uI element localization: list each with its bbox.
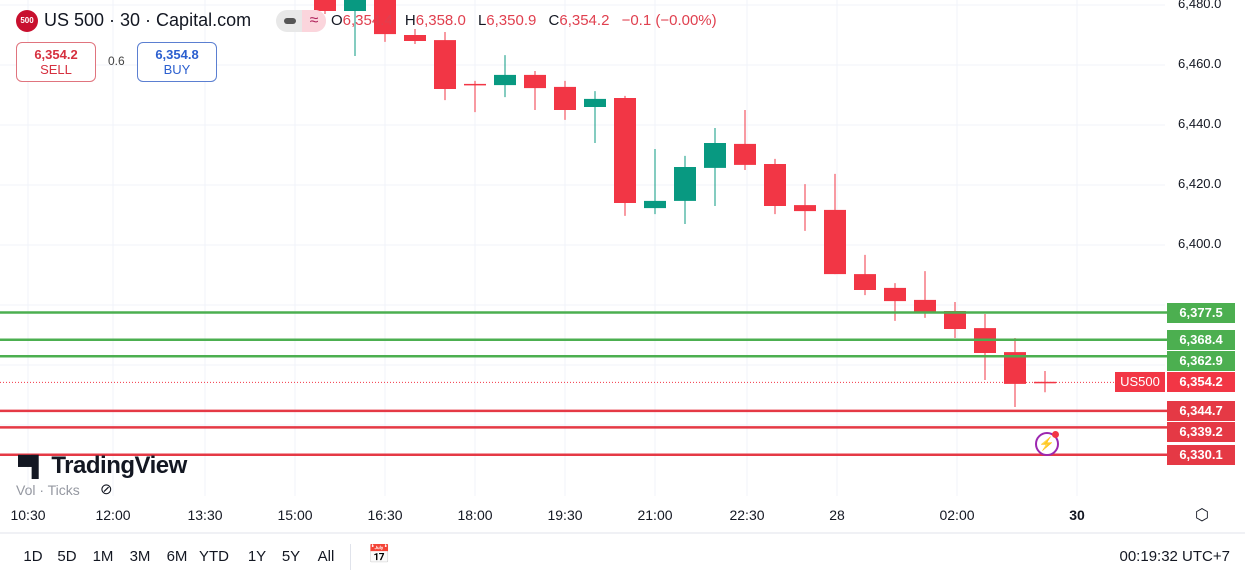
candle-body: [614, 98, 636, 203]
candle-body: [914, 299, 936, 312]
close-value: 6,354.2: [559, 12, 610, 29]
candle-body: [344, 0, 366, 11]
symbol-logo: 500: [16, 10, 38, 32]
price-axis-label: 6,460.0: [1178, 56, 1222, 71]
time-axis-label: 13:30: [187, 507, 223, 523]
ohlc-legend: O6,354.4 H6,358.0 L6,350.9 C6,354.2 −0.1…: [331, 12, 725, 29]
candle-body: [734, 143, 756, 165]
range-button-5d[interactable]: 5D: [57, 548, 77, 565]
buy-label: BUY: [163, 62, 191, 77]
range-button-1y[interactable]: 1Y: [247, 548, 267, 565]
high-value: 6,358.0: [415, 12, 466, 29]
open-label: O: [331, 12, 343, 29]
level-price-label[interactable]: 6,330.1: [1167, 444, 1235, 465]
time-axis-label: 21:00: [637, 507, 673, 523]
lightning-alert-icon[interactable]: ⚡: [1035, 432, 1059, 456]
candle-body: [704, 143, 726, 168]
low-label: L: [477, 12, 487, 29]
candle-body: [1034, 381, 1056, 384]
candle-body: [464, 83, 486, 86]
go-to-date-icon[interactable]: 📅: [368, 544, 391, 564]
candle-body: [554, 86, 576, 110]
last-price-symbol-tag: US500: [1115, 372, 1165, 393]
spread-value: 0.6: [108, 54, 125, 68]
price-axis-label: 6,420.0: [1178, 176, 1222, 191]
sell-button[interactable]: 6,354.2 SELL: [16, 42, 96, 82]
change-value: −0.1 (−0.00%): [621, 12, 717, 29]
candle-body: [434, 40, 456, 89]
sell-label: SELL: [40, 62, 72, 77]
close-label: C: [548, 12, 560, 29]
range-button-6m[interactable]: 6M: [166, 548, 188, 565]
last-price-label: 6,354.2: [1167, 372, 1235, 393]
time-axis-label: 30: [1069, 507, 1085, 523]
time-axis-label: 15:00: [277, 507, 313, 523]
settings-icon[interactable]: ⬡: [1195, 507, 1209, 524]
time-axis-label: 16:30: [367, 507, 403, 523]
candle-body: [494, 74, 516, 86]
buy-price: 6,354.8: [155, 47, 199, 62]
time-axis-label: 12:00: [95, 507, 131, 523]
candle-body: [794, 205, 816, 212]
candle-body: [374, 0, 396, 35]
candle-body: [944, 311, 966, 329]
range-button-1d[interactable]: 1D: [23, 548, 43, 565]
range-button-3m[interactable]: 3M: [129, 548, 151, 565]
tradingview-mark-icon: ▀▌: [18, 456, 46, 478]
compare-icon[interactable]: ≈: [302, 10, 326, 32]
time-axis-label: 19:30: [547, 507, 583, 523]
level-price-label[interactable]: 6,368.4: [1167, 329, 1235, 350]
low-value: 6,350.9: [486, 12, 537, 29]
level-price-label[interactable]: 6,362.9: [1167, 350, 1235, 371]
tradingview-brand: TradingView: [51, 452, 187, 479]
candle-body: [644, 200, 666, 209]
time-axis-label: 18:00: [457, 507, 493, 523]
high-label: H: [404, 12, 416, 29]
level-price-label[interactable]: 6,339.2: [1167, 421, 1235, 442]
candle-body: [854, 274, 876, 290]
notification-dot: [1052, 431, 1059, 438]
time-axis-label: 10:30: [10, 507, 46, 523]
candle-body: [524, 74, 546, 89]
volume-indicator-label[interactable]: Vol · Ticks: [16, 482, 80, 498]
candle-body: [314, 0, 336, 11]
buy-button[interactable]: 6,354.8 BUY: [137, 42, 217, 82]
symbol-title[interactable]: US 500 · 30 · Capital.com: [44, 10, 252, 30]
toolbar-divider: [350, 544, 351, 570]
time-axis-label: 22:30: [729, 507, 765, 523]
candle-body: [764, 164, 786, 206]
candle-body: [824, 209, 846, 275]
chart-type-toggle[interactable]: ≈: [276, 10, 326, 32]
range-button-all[interactable]: All: [317, 548, 335, 565]
candle-body: [404, 35, 426, 41]
eye-off-icon[interactable]: ⊘: [100, 481, 113, 498]
tradingview-logo[interactable]: ▀▌ TradingView: [18, 452, 187, 481]
sell-price: 6,354.2: [34, 47, 78, 62]
time-axis-label: 02:00: [939, 507, 975, 523]
candle-body: [884, 287, 906, 302]
bar-style-icon[interactable]: [284, 18, 296, 24]
candle-body: [584, 98, 606, 107]
price-axis-label: 6,480.0: [1178, 0, 1222, 11]
open-value: 6,354.4: [342, 12, 393, 29]
time-axis-label: 28: [829, 507, 845, 523]
price-axis-label: 6,400.0: [1178, 236, 1222, 251]
price-axis-label: 6,440.0: [1178, 116, 1222, 131]
range-button-ytd[interactable]: YTD: [199, 548, 229, 565]
candle-body: [674, 167, 696, 201]
range-button-1m[interactable]: 1M: [92, 548, 114, 565]
clock-timezone[interactable]: 00:19:32 UTC+7: [1119, 548, 1231, 565]
level-price-label[interactable]: 6,344.7: [1167, 400, 1235, 421]
candle-body: [1004, 352, 1026, 384]
level-price-label[interactable]: 6,377.5: [1167, 302, 1235, 323]
range-button-5y[interactable]: 5Y: [281, 548, 301, 565]
